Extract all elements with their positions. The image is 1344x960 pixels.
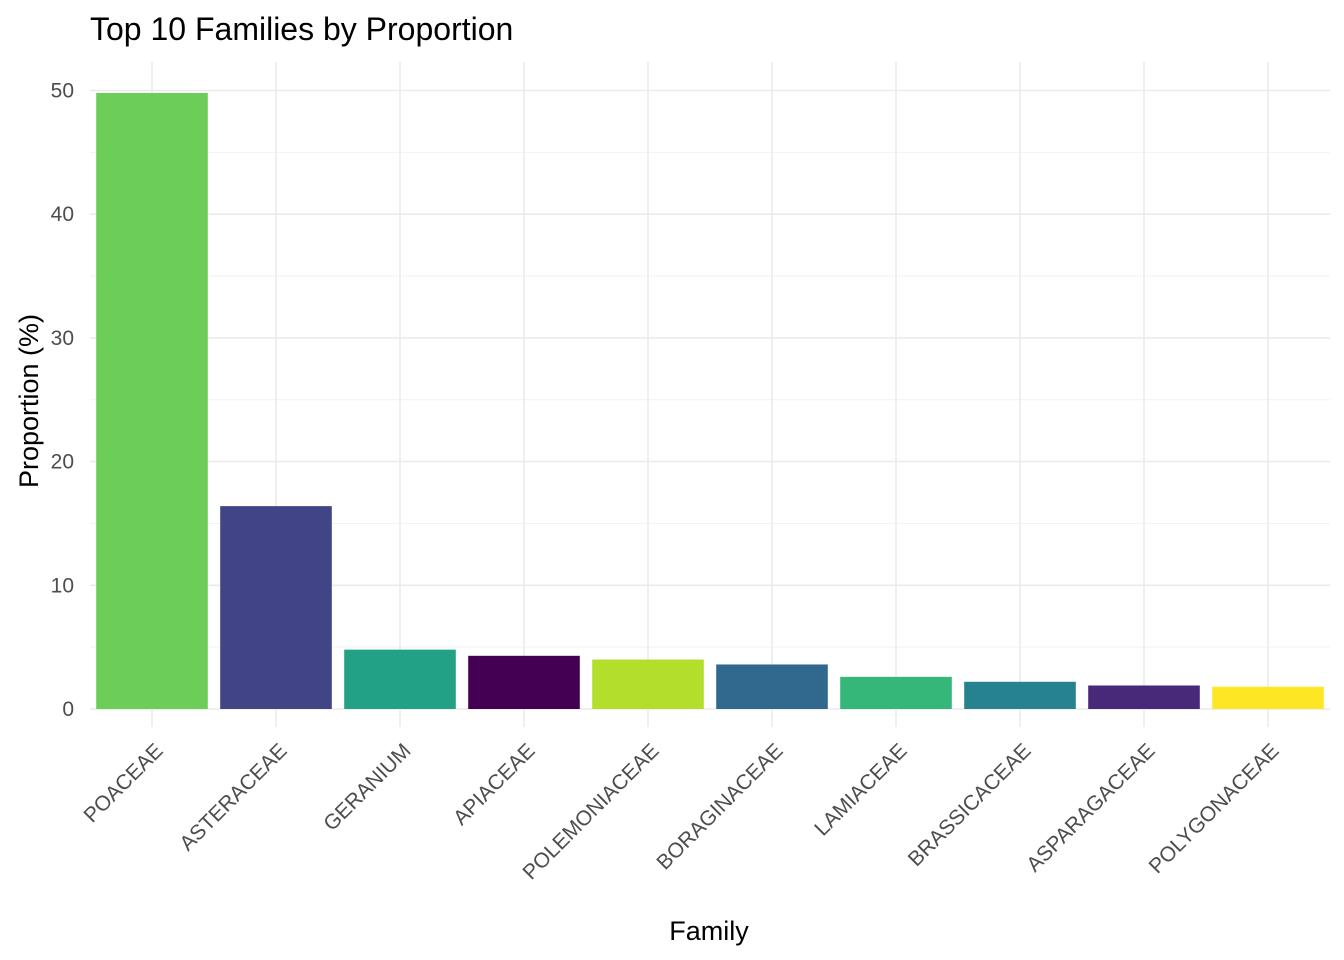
x-tick-label: LAMIACEAE <box>810 739 911 840</box>
x-tick-label: POLEMONIACEAE <box>519 739 664 884</box>
y-tick-label: 40 <box>51 203 74 226</box>
bar-apiaceae <box>468 655 580 709</box>
x-tick-label: ASTERACEAE <box>175 739 291 855</box>
bars <box>96 92 1324 709</box>
y-tick-label: 0 <box>62 698 74 721</box>
x-tick-label: ASPARAGACEAE <box>1022 739 1159 876</box>
y-axis-title: Proportion (%) <box>14 314 44 488</box>
bar-polemoniaceae <box>592 659 704 709</box>
x-axis-title: Family <box>669 916 749 946</box>
x-tick-label: POLYGONACEAE <box>1145 739 1284 878</box>
x-tick-label: BORAGINACEAE <box>652 739 787 874</box>
x-tick-label: BRASSICACEAE <box>904 739 1036 871</box>
bar-poaceae <box>96 92 208 709</box>
x-tick-label: APIACEAE <box>449 739 540 830</box>
bar-brassicaceae <box>964 681 1076 709</box>
bar-polygonaceae <box>1212 686 1324 709</box>
x-axis-ticks: POACEAE ASTERACEAE GERANIUM APIACEAEPOLEMON… <box>79 739 1283 884</box>
bar-asteraceae <box>220 506 332 709</box>
x-tick-label: GERANIUM <box>319 739 415 835</box>
y-axis-ticks: 0 10 20 30 40 50 <box>51 80 74 722</box>
bar-lamiaceae <box>840 676 952 709</box>
chart-title: Top 10 Families by Proportion <box>90 11 513 47</box>
x-tick-label: POACEAE <box>79 739 167 827</box>
y-tick-label: 20 <box>51 451 74 474</box>
bar-asparagaceae <box>1088 685 1200 709</box>
y-tick-label: 50 <box>51 80 74 103</box>
bar-boraginaceae <box>716 664 828 709</box>
y-tick-label: 30 <box>51 327 74 350</box>
bar-geranium <box>344 649 456 709</box>
y-tick-label: 10 <box>51 574 74 597</box>
